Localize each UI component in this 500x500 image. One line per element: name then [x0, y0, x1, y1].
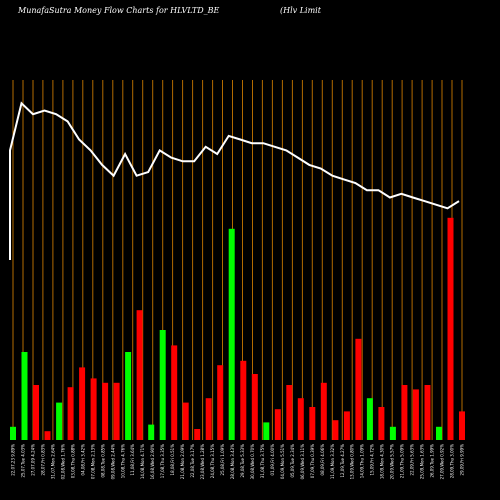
x-tick-label: 22,09,Fri 5.63% — [410, 444, 415, 476]
money-flow-bar — [251, 374, 258, 440]
x-tick-label: 20,09,Wed 5.57% — [390, 444, 395, 480]
money-flow-bar — [286, 385, 293, 440]
x-tick-label: 31,08,Thu 3.75% — [260, 444, 265, 478]
money-flow-bar — [240, 360, 247, 440]
x-tick-label: 15,09,Fri 4.72% — [370, 444, 375, 476]
money-flow-bar — [136, 310, 143, 440]
money-flow-bar — [424, 385, 431, 440]
money-flow-bar — [332, 420, 339, 440]
x-tick-label: 11,09,Mon 3.32% — [330, 444, 335, 479]
money-flow-bar — [447, 217, 454, 440]
money-flow-bar — [21, 352, 28, 440]
x-tick-label: 28,07,Fri 0.83% — [40, 444, 45, 476]
money-flow-bar — [320, 382, 327, 440]
x-tick-label: 21,09,Thu 5.09% — [400, 444, 405, 478]
x-tick-label: 28,08,Mon 3.43% — [230, 444, 235, 479]
money-flow-bar — [90, 378, 97, 440]
money-flow-bar — [194, 429, 201, 440]
price-line — [9, 101, 460, 260]
money-flow-bar — [366, 398, 373, 440]
x-tick-label: 13,09,Wed 0.80% — [350, 444, 355, 480]
money-flow-bar — [148, 424, 155, 440]
x-tick-label: 23,08,Wed 1.28% — [200, 444, 205, 480]
money-flow-bar — [67, 387, 74, 440]
money-flow-bar — [401, 385, 408, 440]
x-tick-label: 03,08,Thu 0.88% — [70, 444, 75, 478]
money-flow-bar — [182, 402, 189, 440]
money-flow-bar — [125, 352, 132, 440]
money-flow-bar — [263, 422, 270, 440]
money-flow-bar — [274, 409, 281, 440]
x-tick-label: 01,09,Fri 4.00% — [270, 444, 275, 476]
x-tick-label: 18,09,Mon 4.30% — [380, 444, 385, 479]
money-flow-bar — [56, 402, 63, 440]
x-tick-label: 14,09,Thu 1.09% — [360, 444, 365, 478]
x-tick-label: 04,08,Fri 3.42% — [80, 444, 85, 476]
x-tick-labels: 22,07,23 9.89% 25,07,Tue 4.03% 27,07,09 4.… — [11, 444, 465, 480]
money-flow-bar — [113, 382, 120, 440]
money-flow-bar — [228, 228, 235, 440]
money-flow-bar — [79, 367, 86, 440]
x-tick-label: 25,07,Tue 4.03% — [21, 444, 26, 478]
x-tick-label: 25,08,Fri 1.09% — [220, 444, 225, 476]
chart-subtitle: (Hlv Limit — [280, 6, 322, 15]
money-flow-bar — [389, 426, 396, 440]
x-tick-label: 30,08,Wed 0.70% — [250, 444, 255, 480]
x-tick-label: 26,09,Tue 1.99% — [430, 444, 435, 478]
x-tick-label: 31,07,Mon 2.64% — [50, 444, 55, 479]
money-flow-bar — [355, 338, 362, 440]
x-tick-label: 24,08,Thu 3.15% — [210, 444, 215, 478]
x-tick-label: 11,08,Fri 3.64% — [130, 444, 135, 476]
money-flow-bar — [102, 382, 109, 440]
x-tick-label: 16,08,Wed 2.90% — [150, 444, 155, 480]
x-tick-label: 09,08,Wed 2.44% — [110, 444, 115, 480]
money-flow-bars — [10, 217, 465, 440]
money-flow-bar — [33, 385, 39, 440]
x-tick-label: 18,08,Fri 0.51% — [170, 444, 175, 476]
x-tick-label: 07,08,Mon 2.13% — [90, 444, 95, 479]
money-flow-bar — [436, 426, 442, 440]
money-flow-bar — [10, 426, 16, 440]
money-flow-bar — [378, 407, 385, 440]
price-line-layer — [9, 101, 460, 260]
money-flow-bar — [217, 365, 224, 440]
x-tick-label: 12,09,Tue 4.27% — [340, 444, 345, 478]
money-flow-bar — [297, 398, 304, 440]
x-tick-label: 07,09,Thu 0.39% — [310, 444, 315, 478]
x-tick-label: 08,08,Tue 0.85% — [100, 444, 105, 478]
money-flow-bar — [205, 398, 212, 440]
gridlines — [12, 80, 463, 440]
x-tick-label: 06,09,Wed 3.11% — [300, 444, 305, 480]
x-tick-label: 14,08,Mon 4.71% — [140, 444, 145, 479]
x-tick-label: 28,09,Thu 3.00% — [450, 444, 455, 478]
x-tick-label: 22,07,23 9.89% — [11, 444, 16, 476]
x-tick-label: 22,08,Tue 3.17% — [190, 444, 195, 478]
x-tick-label: 05,09,Tue 2.34% — [290, 444, 295, 478]
x-tick-label: 08,09,Fri 4.06% — [320, 444, 325, 476]
money-flow-bar — [309, 407, 316, 440]
x-tick-label: 29,08,Tue 5.33% — [240, 444, 245, 478]
x-tick-label: 17,08,Thu 3.35% — [160, 444, 165, 478]
money-flow-bar — [159, 330, 166, 440]
x-tick-label: 10,08,Thu 4.76% — [120, 444, 125, 478]
x-tick-label: 27,07,09 4.24% — [31, 444, 36, 476]
money-flow-bar — [44, 431, 51, 440]
money-flow-bar — [343, 411, 350, 440]
x-tick-label: 21,08,Mon 2.09% — [180, 444, 185, 479]
x-tick-label: 02,08,Wed 1.76% — [60, 444, 65, 480]
money-flow-bar — [459, 411, 465, 440]
x-tick-label: 27,09,Wed 0.92% — [440, 444, 445, 480]
money-flow-bar — [412, 389, 419, 440]
chart-title: MunafaSutra Money Flow Charts for HLVLTD… — [17, 6, 220, 15]
x-tick-label: 25,09,Mon 1.63% — [420, 444, 425, 479]
x-tick-label: 04,09,Mon 5.51% — [280, 444, 285, 479]
x-tick-label: 29,09,Fri 9.99% — [460, 444, 465, 476]
money-flow-bar — [171, 345, 178, 440]
